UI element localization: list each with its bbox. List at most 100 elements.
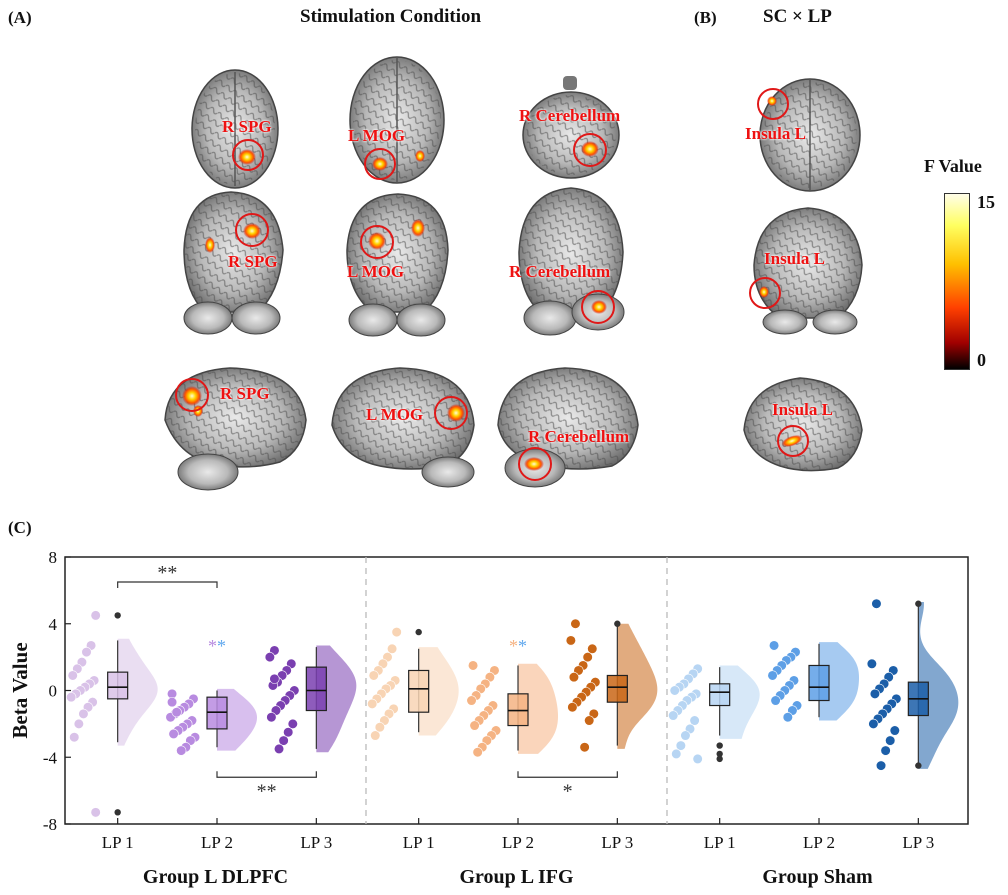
data-point (767, 670, 778, 681)
lp2-star-marker: ** (208, 636, 226, 656)
significance-label: ** (157, 562, 177, 584)
outlier-point (415, 628, 422, 636)
density-cloud (918, 602, 959, 769)
outlier-point (915, 600, 922, 607)
ring-insula-axial (757, 88, 789, 120)
box (408, 669, 430, 713)
data-point (770, 695, 781, 706)
ring-insula-coronal (749, 277, 781, 309)
data-point (584, 715, 595, 726)
data-point (579, 742, 590, 753)
group-label: Group L DLPFC (143, 866, 288, 888)
data-point (370, 730, 381, 741)
data-point (467, 660, 479, 671)
data-point (264, 652, 275, 663)
y-tick-label: 8 (49, 548, 58, 567)
x-tick-label: LP 2 (502, 833, 534, 852)
x-tick-label: LP 1 (704, 833, 736, 852)
data-point (374, 722, 385, 733)
label-mog-coronal: L MOG (347, 262, 405, 281)
colorbar (944, 193, 970, 370)
colorbar-title: F Value (924, 156, 982, 176)
data-point (871, 598, 882, 609)
data-point (868, 718, 879, 729)
density-cloud (117, 638, 158, 746)
data-point (73, 718, 84, 729)
ring-spg-coronal (235, 213, 269, 247)
density-cloud (418, 647, 459, 736)
data-point (568, 672, 580, 683)
outlier-point (614, 620, 621, 627)
data-point (567, 702, 578, 713)
significance-label: * (563, 780, 573, 802)
outlier-point (716, 742, 723, 749)
colorbar-min-label: 0 (977, 350, 986, 370)
y-tick-label: 4 (49, 615, 58, 634)
data-point (782, 712, 793, 723)
x-tick-label: LP 3 (902, 833, 934, 852)
data-point (689, 715, 700, 726)
outlier-point (114, 809, 121, 816)
sagittal-slice-mog (331, 367, 475, 488)
data-point (171, 707, 182, 718)
box (507, 693, 529, 727)
insula-sagittal-slice (743, 377, 863, 472)
data-point (671, 748, 682, 760)
y-tick-label: -8 (43, 815, 57, 834)
data-point (466, 695, 477, 706)
panel-c-letter: (C) (8, 518, 32, 537)
label-spg-coronal: R SPG (228, 252, 278, 271)
coronal-slice-cerebellum (518, 187, 625, 336)
box (709, 683, 731, 707)
data-point (675, 740, 686, 751)
data-point (869, 688, 881, 699)
ring-cb-coronal (581, 290, 615, 324)
significance-bracket (117, 581, 218, 589)
data-point (287, 718, 298, 729)
data-point (168, 728, 179, 739)
data-point (367, 698, 378, 709)
x-tick-label: LP 1 (403, 833, 435, 852)
insula-coronal-slice (753, 207, 863, 335)
data-point (269, 673, 280, 684)
coronal-slice-spg (183, 191, 284, 335)
label-spg-sagittal: R SPG (220, 384, 270, 403)
label-insula-axial: Insula L (745, 124, 806, 143)
data-point (565, 635, 576, 646)
x-tick-label: LP 1 (102, 833, 134, 852)
density-cloud (518, 663, 559, 754)
colorbar-max-label: 15 (977, 192, 995, 212)
axial-slice-spg (191, 69, 279, 189)
outlier-point (716, 750, 723, 758)
data-point (570, 618, 581, 629)
y-tick-label: -4 (43, 748, 58, 767)
x-tick-label: LP 3 (601, 833, 633, 852)
data-point (472, 747, 483, 758)
y-axis-label: Beta Value (8, 642, 32, 738)
label-insula-sagittal: Insula L (772, 400, 833, 419)
data-point (283, 727, 294, 738)
x-tick-label: LP 2 (803, 833, 835, 852)
data-point (69, 732, 80, 743)
data-point (368, 670, 379, 681)
box (305, 666, 327, 712)
ring-mog-coronal (360, 225, 394, 259)
ring-spg-axial (232, 139, 264, 171)
brain-slices-figure (164, 56, 863, 491)
data-point (885, 735, 896, 746)
data-point (391, 626, 402, 638)
significance-bracket (216, 771, 317, 778)
ring-cb-sagittal (518, 447, 552, 481)
group-label: Group L IFG (459, 866, 574, 888)
data-point (880, 745, 891, 756)
panel-b-letter: (B) (694, 8, 717, 27)
density-cloud (617, 623, 658, 749)
label-mog-axial: L MOG (348, 126, 406, 145)
ring-cb-axial (573, 133, 607, 167)
axial-slice-cerebellum (522, 76, 620, 179)
data-point (386, 643, 398, 654)
data-point (67, 670, 78, 681)
data-point (866, 658, 877, 669)
outlier-point (716, 755, 723, 763)
data-point (78, 708, 89, 719)
